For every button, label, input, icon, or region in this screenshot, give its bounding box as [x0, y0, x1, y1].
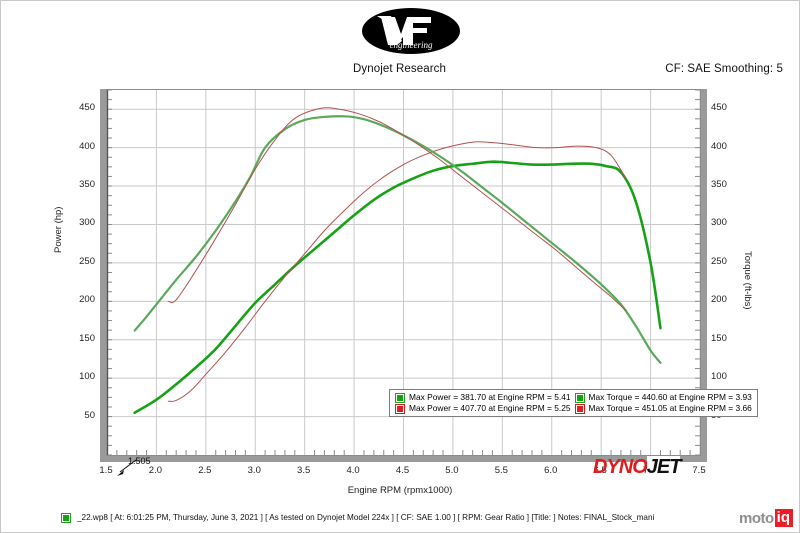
y-axis-title: Power (hp)	[53, 206, 64, 253]
x-tick-label: 6.0	[544, 465, 558, 476]
vf-engineering-logo: engineering	[361, 7, 461, 55]
x-tick-label: 4.0	[346, 465, 360, 476]
y2-tick-label: 350	[711, 179, 727, 191]
x-tick-label: 7.5	[692, 465, 706, 476]
y2-tick-label: 450	[711, 102, 727, 114]
chart-legend[interactable]: Max Power = 381.70 at Engine RPM = 5.41 …	[389, 389, 758, 417]
y2-tick-label: 150	[711, 332, 727, 344]
series-curve	[167, 107, 627, 312]
motoiq-watermark: moto iq	[739, 507, 793, 529]
dynojet-watermark-jet: JET	[646, 456, 681, 478]
legend-swatch-torque-red	[573, 403, 587, 414]
y-tick-label: 300	[79, 217, 95, 229]
y2-axis-title: Torque (ft-lbs)	[742, 251, 753, 310]
dynojet-watermark-dyno: DYNO	[593, 456, 648, 478]
red-square-icon	[574, 403, 585, 414]
legend-swatch-power-red	[393, 403, 407, 414]
cursor-arrow-icon	[117, 459, 137, 476]
right-axis-bar	[701, 89, 707, 460]
y-tick-label: 200	[79, 294, 95, 306]
series-curve	[133, 115, 662, 364]
motoiq-moto-text: moto	[738, 509, 774, 527]
left-axis-bar	[100, 89, 106, 460]
bottom-axis-bar	[100, 456, 707, 462]
red-square-icon	[395, 403, 405, 414]
x-tick-label: 4.5	[395, 465, 410, 476]
vf-logo-subtext: engineering	[390, 40, 433, 50]
x-tick-label: 5.5	[494, 465, 508, 476]
motoiq-iq-badge: iq	[774, 509, 793, 527]
x-tick-label: 6.5	[593, 465, 607, 476]
x-tick-label: 1.5	[99, 465, 113, 476]
y2-tick-label: 400	[711, 140, 727, 152]
run-description: _22.wp8 [ At: 6:01:25 PM, Thursday, June…	[61, 513, 654, 523]
legend-swatch-power-green	[393, 392, 407, 403]
y2-tick-label: 250	[711, 255, 727, 267]
dynojet-watermark: DYNOJET	[593, 456, 681, 478]
series-curve	[133, 160, 662, 415]
y2-tick-label: 200	[711, 294, 727, 306]
y-tick-label: 400	[79, 140, 95, 152]
y-tick-label: 350	[79, 179, 95, 191]
green-square-icon	[61, 513, 71, 523]
x-tick-label: 2.0	[148, 465, 163, 476]
legend-row: Max Power = 407.70 at Engine RPM = 5.25 …	[393, 403, 754, 414]
x-tick-label: 5.0	[445, 465, 459, 476]
y-tick-label: 250	[79, 255, 95, 267]
legend-label-power-red: Max Power = 407.70 at Engine RPM = 5.25	[409, 403, 571, 413]
cf-smoothing-label: CF: SAE Smoothing: 5	[665, 63, 783, 75]
y-tick-label: 450	[79, 102, 95, 114]
x-tick-label: 3.0	[247, 465, 261, 476]
green-square-icon	[574, 392, 585, 403]
legend-label-power-green: Max Power = 381.70 at Engine RPM = 5.41	[409, 392, 571, 402]
y-tick-label: 50	[84, 409, 95, 421]
green-square-icon	[395, 392, 405, 403]
x-tick-label: 3.5	[297, 465, 311, 476]
legend-row: Max Power = 381.70 at Engine RPM = 5.41 …	[393, 392, 754, 403]
legend-label-torque-red: Max Torque = 451.05 at Engine RPM = 3.66	[588, 403, 752, 413]
x-axis-title: Engine RPM (rpmx1000)	[347, 485, 453, 496]
legend-swatch-torque-green	[573, 392, 587, 403]
legend-label-torque-green: Max Torque = 440.60 at Engine RPM = 3.93	[588, 392, 752, 402]
y2-tick-label: 100	[711, 371, 727, 383]
y-tick-label: 100	[79, 371, 95, 383]
run-description-text: _22.wp8 [ At: 6:01:25 PM, Thursday, June…	[77, 513, 655, 523]
y-tick-label: 150	[79, 332, 95, 344]
cursor-rpm-annotation: 1.505	[128, 456, 151, 466]
y2-tick-label: 300	[711, 217, 727, 229]
dynojet-research-label: Dynojet Research	[353, 63, 447, 75]
x-tick-label: 2.5	[198, 465, 212, 476]
series-curves	[133, 107, 662, 415]
series-curve	[167, 141, 627, 402]
